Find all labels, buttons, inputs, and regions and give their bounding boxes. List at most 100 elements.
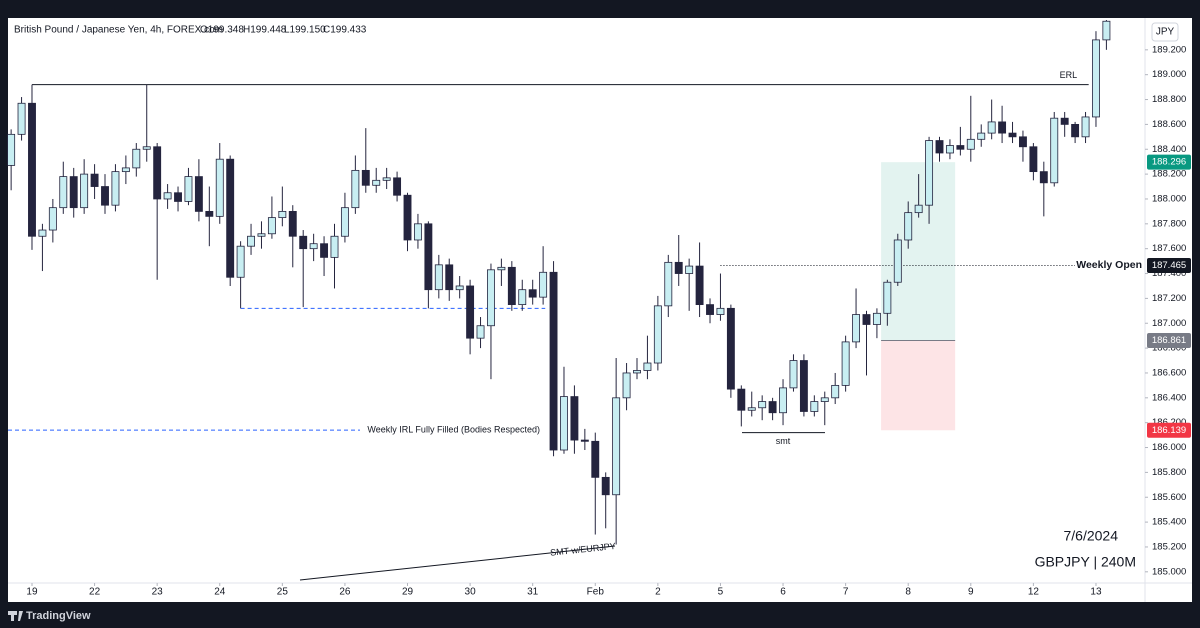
candle-body (278, 210, 287, 219)
candle-body (257, 233, 266, 237)
x-tick-label: 26 (339, 587, 351, 598)
candle-body (904, 212, 913, 241)
candle-body (831, 384, 840, 399)
candle-body (580, 439, 589, 442)
candle-body (633, 370, 641, 374)
candle-body (48, 207, 57, 231)
candle-body (998, 121, 1007, 134)
y-tick-label: 187.400 (1152, 268, 1186, 279)
stop-tag-bg (1147, 422, 1191, 438)
candle-body (1060, 117, 1069, 125)
candle-body (695, 265, 704, 306)
x-tick-label: 22 (89, 587, 101, 598)
weekly-open-label: Weekly Open (1076, 259, 1142, 271)
candle-body (194, 176, 203, 212)
y-tick-label: 186.000 (1152, 442, 1186, 453)
candle-body (799, 360, 808, 412)
candle-body (966, 138, 975, 150)
candle-body (17, 102, 26, 135)
brand: TradingView (26, 610, 91, 622)
legend-close: C199.433 (323, 25, 367, 36)
candle-body (466, 285, 475, 339)
candle-body (758, 401, 767, 409)
candle-body (925, 140, 934, 206)
candle-body (288, 210, 297, 237)
candle-body (664, 261, 673, 307)
symbol: British Pound / Japanese Yen, 4h, FOREX.… (14, 25, 223, 36)
candle-body (539, 271, 548, 298)
candle-body (674, 261, 683, 274)
candle-body (361, 169, 370, 186)
x-tick-label: 2 (655, 587, 661, 598)
stop-zone (881, 340, 956, 431)
candle-body (236, 245, 245, 278)
candle-body (215, 158, 224, 217)
candle-body (69, 176, 78, 209)
entry-tag: 186.861 (1152, 335, 1186, 346)
x-tick-label: 7 (843, 587, 849, 598)
candle-body (38, 229, 47, 237)
candle-body (340, 207, 349, 237)
footer-label: GBPJPY | 240M (1035, 554, 1136, 570)
y-tick-label: 188.800 (1152, 94, 1186, 105)
candle-body (810, 401, 819, 412)
candle-body (111, 171, 120, 206)
candle-body (716, 307, 725, 315)
candle-body (1019, 136, 1027, 148)
candle-body (862, 314, 871, 325)
x-tick-label: 23 (152, 587, 164, 598)
candle-body (320, 243, 329, 258)
y-tick-label: 185.600 (1152, 492, 1186, 503)
candle-body (507, 266, 516, 306)
candle-body (789, 360, 798, 389)
candle-body (1102, 20, 1111, 41)
y-tick-label: 188.600 (1152, 119, 1186, 130)
y-tick-label: 185.400 (1152, 517, 1186, 528)
y-tick-label: 189.000 (1152, 69, 1186, 80)
candle-body (142, 146, 151, 150)
candle-body (299, 235, 308, 250)
y-tick-label: 185.200 (1152, 541, 1186, 552)
candle-body (434, 264, 443, 291)
candle-body (591, 440, 600, 478)
level-label: Weekly IRL Fully Filled (Bodies Respecte… (367, 425, 540, 435)
candle-body (653, 305, 662, 364)
y-tick-label: 188.400 (1152, 144, 1186, 155)
candle-body (403, 194, 412, 241)
x-tick-label: 6 (780, 587, 786, 598)
x-tick-label: 19 (26, 587, 38, 598)
candle-body (852, 314, 861, 343)
candle-body (726, 307, 735, 390)
candle-body (914, 204, 923, 214)
y-tick-label: 186.400 (1152, 392, 1186, 403)
candle-body (121, 167, 130, 173)
y-tick-label: 187.200 (1152, 293, 1186, 304)
candle-body (883, 281, 892, 314)
candle-body (977, 132, 986, 140)
y-tick-label: 186.600 (1152, 367, 1186, 378)
candle-body (528, 289, 537, 298)
entry-tag-bg (1147, 333, 1191, 349)
candle-body (643, 362, 652, 371)
level-label: smt (776, 436, 791, 446)
candle-body (163, 192, 172, 200)
candle-body (1092, 39, 1100, 118)
candle-body (935, 140, 944, 154)
candles (7, 20, 1111, 545)
brand-logo (8, 611, 23, 621)
candle-body (372, 179, 381, 186)
candle-body (7, 133, 16, 166)
candle-body (841, 341, 850, 386)
y-tick-label: 187.000 (1152, 318, 1186, 329)
legend-high: H199.448 (243, 25, 287, 36)
y-tick-label: 187.800 (1152, 218, 1186, 229)
y-tick-label: 186.200 (1152, 417, 1186, 428)
panel (8, 18, 1192, 602)
candle-body (820, 397, 829, 402)
x-tick-label: 25 (277, 587, 289, 598)
candle-body (424, 223, 433, 291)
candle-body (945, 145, 954, 154)
target-tag-bg (1147, 154, 1191, 170)
candle-body (393, 177, 402, 196)
